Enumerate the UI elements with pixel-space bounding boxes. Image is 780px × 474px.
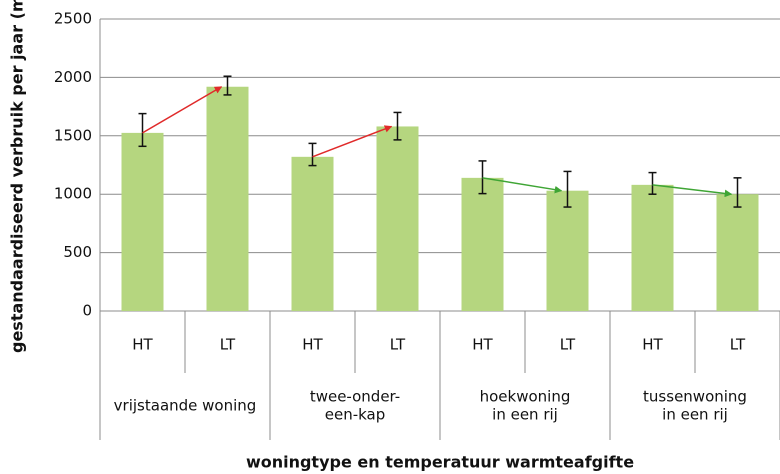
change-arrow: [482, 177, 563, 194]
bar: [461, 177, 504, 311]
bar: [376, 126, 419, 312]
bar: [716, 194, 759, 311]
x-tick-label: LT: [390, 336, 406, 354]
y-tick-label: 0: [82, 302, 92, 320]
x-tick-label: HT: [132, 336, 153, 354]
x-tick-label: LT: [220, 336, 236, 354]
x-axis-title: woningtype en temperatuur warmteafgifte: [246, 453, 634, 472]
x-tick-label: HT: [302, 336, 323, 354]
x-tick-label: LT: [560, 336, 576, 354]
bar: [631, 184, 674, 311]
bar: [121, 132, 164, 311]
group-label: vrijstaande woning: [114, 397, 257, 415]
y-axis-title: gestandaardiseerd verbruik per jaar (m3): [8, 0, 27, 353]
y-tick-label: 1000: [54, 185, 92, 203]
y-tick-label: 2500: [54, 10, 92, 28]
group-label: in een rij: [662, 406, 728, 424]
group-label: hoekwoning: [480, 388, 571, 406]
group-label: in een rij: [492, 406, 558, 424]
x-tick-label: HT: [642, 336, 663, 354]
change-arrow: [652, 184, 733, 198]
x-tick-label: HT: [472, 336, 493, 354]
bar: [546, 190, 589, 311]
y-tick-label: 1500: [54, 126, 92, 144]
y-tick-label: 2000: [54, 68, 92, 86]
bar: [206, 86, 249, 311]
group-label: tussenwoning: [643, 388, 747, 406]
change-arrow: [312, 125, 393, 158]
change-arrow: [142, 86, 223, 134]
group-label: een-kap: [325, 406, 386, 424]
y-tick-label: 500: [63, 243, 92, 261]
x-tick-label: LT: [730, 336, 746, 354]
group-label: twee-onder-: [310, 388, 400, 406]
bar: [291, 156, 334, 311]
